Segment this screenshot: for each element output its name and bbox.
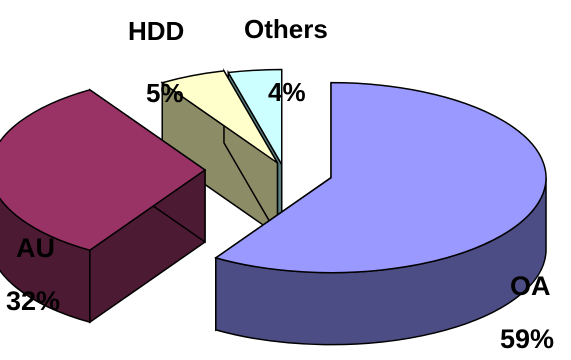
slice-label-oa-value: 59% [500, 324, 554, 354]
slice-label-hdd-value: 5% [146, 78, 184, 108]
slice-hdd [160, 68, 279, 238]
slice-au-top [0, 88, 207, 252]
slice-oa [214, 81, 547, 346]
slice-au [0, 88, 207, 324]
slice-others-top [227, 68, 283, 168]
slice-label-oa-name: OA [510, 271, 551, 301]
labels: HDD 5% Others 4% AU 32% OA 59% [6, 14, 554, 354]
pie-sides [0, 68, 547, 346]
slice-hdd-top [160, 70, 279, 164]
slice-label-au-name: AU [16, 233, 55, 263]
slice-label-others-value: 4% [268, 77, 306, 107]
slice-label-au-value: 32% [6, 286, 60, 316]
slice-label-others-name: Others [244, 14, 328, 44]
slice-oa-top [214, 81, 547, 274]
slice-label-hdd-name: HDD [128, 16, 184, 46]
